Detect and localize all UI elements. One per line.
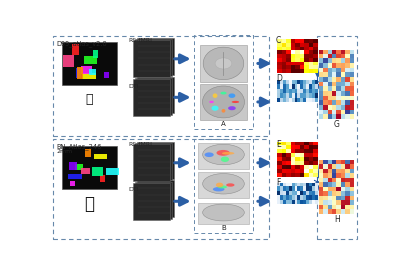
Bar <box>94 154 107 159</box>
Bar <box>200 84 247 120</box>
Bar <box>53 36 269 136</box>
Text: G: G <box>334 120 340 129</box>
Bar <box>82 73 96 79</box>
Bar <box>81 66 92 74</box>
Bar <box>200 45 247 82</box>
Bar <box>135 78 172 115</box>
Text: BN_Atlas_246: BN_Atlas_246 <box>56 144 102 150</box>
Bar <box>135 39 172 76</box>
Text: F: F <box>276 178 280 187</box>
Ellipse shape <box>215 58 232 69</box>
Bar <box>76 68 81 78</box>
Bar <box>75 164 83 170</box>
Bar <box>137 142 174 179</box>
Text: DTI: DTI <box>128 84 139 89</box>
Ellipse shape <box>213 93 218 98</box>
Bar <box>135 182 172 219</box>
Bar <box>318 36 357 239</box>
Ellipse shape <box>204 152 214 157</box>
Text: DTI: DTI <box>128 187 139 192</box>
Text: 🐈: 🐈 <box>86 93 93 106</box>
Bar <box>194 139 253 233</box>
Ellipse shape <box>220 92 226 94</box>
Ellipse shape <box>203 174 244 194</box>
Ellipse shape <box>218 186 227 188</box>
Bar <box>198 203 249 224</box>
Text: H: H <box>334 215 340 224</box>
Ellipse shape <box>222 152 234 155</box>
Ellipse shape <box>222 109 225 113</box>
Bar <box>133 144 170 181</box>
Bar <box>104 72 109 78</box>
Ellipse shape <box>216 183 223 187</box>
Ellipse shape <box>228 93 235 98</box>
Bar <box>77 67 83 79</box>
Ellipse shape <box>202 86 244 118</box>
Bar <box>63 55 74 67</box>
Bar <box>135 143 172 180</box>
Bar <box>62 42 117 85</box>
Bar <box>68 174 82 180</box>
Bar <box>198 143 249 169</box>
Ellipse shape <box>203 47 244 80</box>
Ellipse shape <box>203 144 244 165</box>
Bar <box>100 175 105 182</box>
Text: 2mm: 2mm <box>56 149 73 154</box>
Ellipse shape <box>203 204 244 221</box>
Bar <box>106 168 119 175</box>
Bar <box>81 168 90 174</box>
Bar <box>69 162 77 170</box>
Ellipse shape <box>216 150 230 156</box>
Text: C: C <box>276 36 281 45</box>
Bar <box>194 35 253 129</box>
Bar <box>53 139 269 239</box>
Text: E: E <box>276 140 280 149</box>
Bar <box>93 50 98 58</box>
Bar <box>70 181 75 186</box>
Ellipse shape <box>212 106 218 111</box>
Bar <box>198 172 249 198</box>
Bar <box>133 40 170 77</box>
Bar <box>89 69 96 75</box>
Text: RS-fMRI: RS-fMRI <box>128 142 152 147</box>
Bar <box>92 167 103 176</box>
Bar <box>137 76 174 113</box>
Text: B: B <box>221 225 226 231</box>
Bar <box>137 181 174 217</box>
Ellipse shape <box>209 101 214 103</box>
Text: D99_atlas_v2.0: D99_atlas_v2.0 <box>56 40 107 47</box>
Text: A: A <box>221 121 226 127</box>
Text: 🚶: 🚶 <box>84 194 94 213</box>
Ellipse shape <box>232 101 239 103</box>
Text: RS-fMRI: RS-fMRI <box>128 38 152 43</box>
Bar <box>85 149 90 156</box>
Ellipse shape <box>221 157 229 162</box>
Bar <box>62 146 117 188</box>
Bar <box>133 79 170 116</box>
Bar <box>133 183 170 220</box>
Bar <box>137 38 174 75</box>
Bar <box>84 56 97 64</box>
Ellipse shape <box>213 187 224 191</box>
Ellipse shape <box>226 183 234 187</box>
Ellipse shape <box>228 106 236 110</box>
Text: D: D <box>276 74 282 83</box>
Bar <box>72 44 79 55</box>
